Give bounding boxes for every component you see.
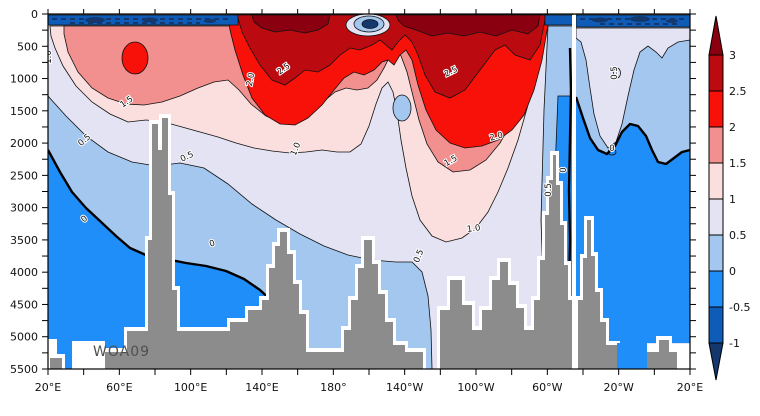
zero-degree-thick-contour (574, 96, 690, 166)
y-axis-tick-label: 2000 (10, 137, 38, 150)
contour-value-label: 0.5 (610, 66, 620, 80)
colorbar-tick-label: 3 (729, 49, 736, 62)
colorbar: 3 2.5 2 1.5 1 0.5 0 -0.5 -1 (708, 15, 750, 381)
colorbar-over-arrow (708, 15, 724, 56)
x-axis-tick-label: 20°E (677, 381, 703, 394)
colorbar-tick-label: -1 (729, 337, 740, 350)
contour-value-label: 1.0 (466, 223, 481, 235)
contour-value-label: 0 (208, 238, 217, 249)
contour-value-label: 1.0 (44, 50, 54, 64)
y-axis-tick-label: 4500 (10, 298, 38, 311)
colorbar-tick-label: 1 (729, 193, 736, 206)
colorbar-under-arrow (708, 342, 724, 381)
y-axis-tick-label: 1000 (10, 73, 38, 86)
deep-basin-blue-box (617, 343, 647, 369)
x-axis-tick-label: 60°W (532, 381, 562, 394)
colorbar-tick-label: 1.5 (729, 157, 747, 170)
y-axis-tick-label: 0 (31, 8, 38, 21)
dataset-watermark: WOA09 (93, 344, 151, 360)
x-axis-tick-label: 140°W (386, 381, 423, 394)
colorbar-tick-label: 0.5 (729, 229, 747, 242)
contour-value-label: 2.0 (245, 72, 258, 87)
colorbar-tick-label: 2 (729, 121, 736, 134)
x-axis-tick-label: 20°W (603, 381, 633, 394)
y-axis-tick-label: 4000 (10, 266, 38, 279)
y-axis-tick-label: 5500 (10, 363, 38, 376)
contour-field: 1.00.51.502.02.50.501.02.52.01.51.00.50.… (44, 14, 690, 369)
x-axis-tick-label: 140°E (245, 381, 278, 394)
data-gap-column (572, 15, 576, 369)
bathymetry-silhouette (48, 114, 680, 369)
y-axis-tick-label: 3500 (10, 234, 38, 247)
contour-value-label: 0 (559, 167, 569, 172)
y-axis-tick-label: 2500 (10, 169, 38, 182)
x-axis-tick-label: 100°W (457, 381, 494, 394)
y-axis-tick-label: 5000 (10, 331, 38, 344)
y-axis-tick-label: 1500 (10, 105, 38, 118)
contour-value-label: 2.0 (489, 130, 505, 143)
x-axis-tick-label: 20°E (35, 381, 61, 394)
contour-value-label: 0 (609, 144, 614, 154)
x-axis-tick-label: 100°E (174, 381, 207, 394)
axes: 20°E 60°E 100°E 140°E 180° 140°W 100°W 60°W 20°W… (10, 8, 703, 394)
x-axis-tick-label: 180° (320, 381, 347, 394)
y-axis-tick-label: 500 (17, 40, 38, 53)
x-axis-tick-label: 60°E (106, 381, 132, 394)
colorbar-tick-label: 0 (729, 265, 736, 278)
colorbar-tick-label: 2.5 (729, 85, 747, 98)
colorbar-tick-label: -0.5 (729, 301, 750, 314)
y-axis-tick-label: 3000 (10, 202, 38, 215)
contour-value-label: 0.5 (544, 183, 554, 197)
